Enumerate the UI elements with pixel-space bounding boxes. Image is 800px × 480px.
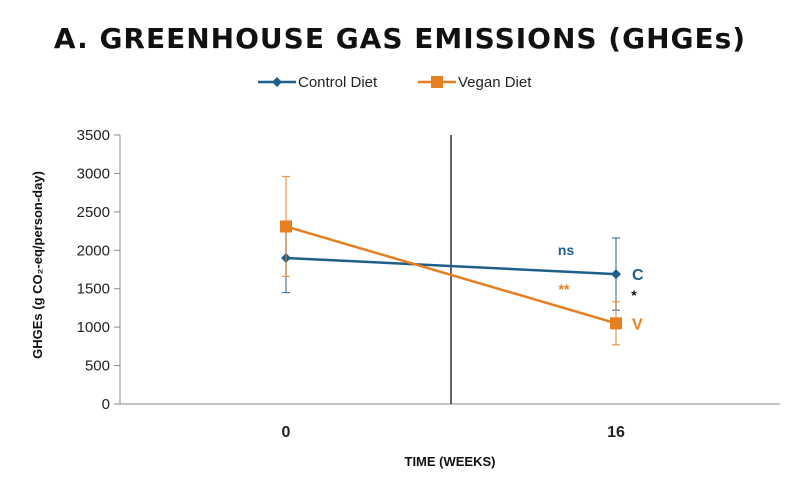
y-tick-label: 500 bbox=[85, 358, 110, 375]
y-tick-label: 3500 bbox=[77, 127, 110, 144]
significance-annotation: ** bbox=[559, 281, 570, 297]
y-tick-label: 3000 bbox=[77, 165, 110, 182]
series-line-control-diet bbox=[285, 256, 617, 276]
y-axis-title: GHGEs (g CO₂-eq/person-day) bbox=[30, 171, 45, 359]
legend-marker-square bbox=[431, 76, 443, 88]
data-point-square bbox=[280, 220, 292, 233]
data-point-square bbox=[610, 317, 622, 330]
x-tick-label: 0 bbox=[282, 424, 291, 441]
y-tick-label: 1500 bbox=[77, 281, 110, 298]
legend-marker-diamond bbox=[272, 77, 282, 87]
significance-annotation: * bbox=[631, 287, 637, 303]
y-tick-label: 0 bbox=[102, 396, 110, 413]
y-tick-label: 1000 bbox=[77, 319, 110, 336]
series-end-label: V bbox=[632, 316, 643, 333]
series-end-label: C bbox=[632, 267, 644, 284]
legend-label: Control Diet bbox=[298, 74, 378, 91]
y-tick-label: 2000 bbox=[77, 242, 110, 259]
y-tick-label: 2500 bbox=[77, 204, 110, 221]
legend: Control Diet Vegan Diet bbox=[258, 74, 532, 91]
data-point-diamond bbox=[611, 269, 621, 280]
x-axis-title: TIME (WEEKS) bbox=[405, 454, 496, 469]
series-line-vegan-diet bbox=[285, 225, 617, 325]
x-tick-label: 16 bbox=[607, 424, 625, 441]
chart-title: A. GREENHOUSE GAS EMISSIONS (GHGEs) bbox=[54, 22, 746, 55]
legend-label: Vegan Diet bbox=[458, 74, 532, 91]
significance-annotation: ns bbox=[558, 242, 575, 258]
